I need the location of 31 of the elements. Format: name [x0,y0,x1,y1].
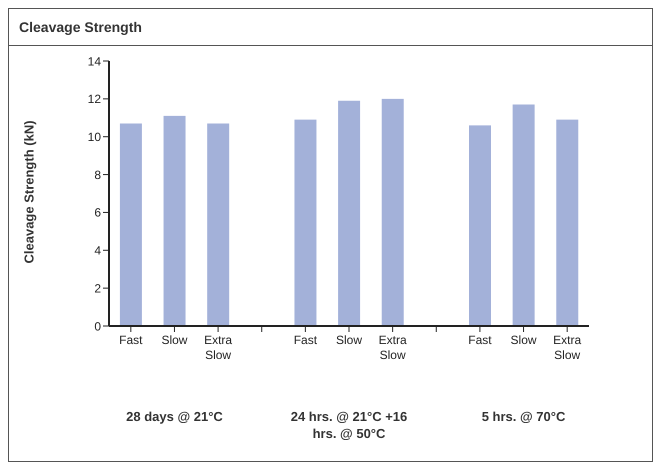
x-tick-label: Extra Slow [553,333,582,362]
bar [207,123,230,326]
y-axis-title: Cleavage Strength (kN) [22,120,37,264]
x-tick-label: Extra Slow [204,333,232,362]
x-tick-label: Slow [336,333,362,347]
bar [120,123,142,326]
x-tick-label: Fast [468,333,492,347]
y-tick-label: 10 [88,130,102,144]
bar [338,100,360,326]
y-tick-label: 12 [88,92,102,106]
bar [294,120,316,326]
text: 5 hrs. @ 70°C [480,408,566,425]
x-tick-label: Fast [294,333,318,347]
text: 24 hrs. @ 21°C +16 hrs. @ 50°C [290,408,408,442]
x-tick-label: Fast [119,333,144,347]
y-tick-label: 4 [94,244,102,258]
bar [164,116,186,326]
text: 28 days @ 21°C [125,408,224,425]
y-tick-label: 6 [94,206,102,220]
x-tick-label: Slow [161,333,188,347]
x-tick-label: Slow [510,333,537,347]
bar [556,120,578,326]
bar [512,104,535,326]
y-tick-label: 2 [94,281,102,296]
y-tick-label: 0 [94,319,102,334]
y-tick-label: 14 [88,54,102,68]
chart-title: Cleavage Strength [9,9,652,46]
x-tick-label: Extra Slow [378,333,407,362]
y-tick-label: 8 [94,168,102,182]
bar [469,125,491,326]
bar [382,98,404,326]
